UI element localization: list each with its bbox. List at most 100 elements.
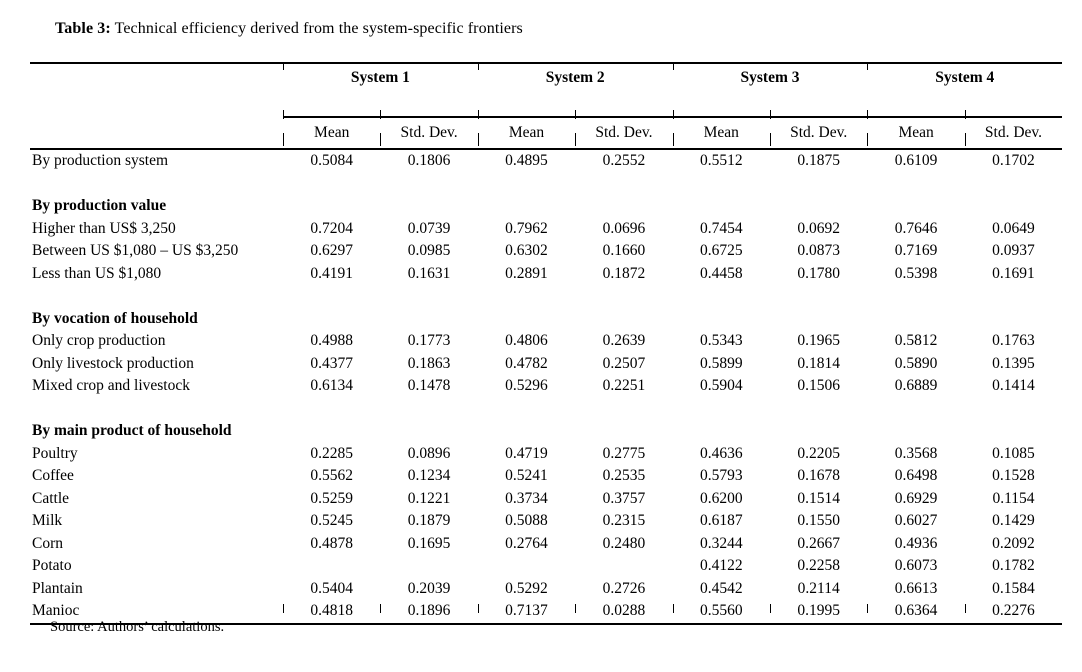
cell-value: 0.1780 <box>797 264 840 282</box>
row-label: Only crop production <box>32 332 166 350</box>
cell-value: 0.4806 <box>505 332 548 350</box>
rule-tick <box>283 604 284 613</box>
cell-value: 0.2251 <box>602 377 646 395</box>
subheader-std-dev: Std. Dev. <box>380 117 478 150</box>
cell-value: 0.2726 <box>602 579 646 597</box>
cell-value: 0.5812 <box>894 332 938 350</box>
cell-value: 0.6109 <box>894 152 938 170</box>
cell-value: 0.2092 <box>992 534 1035 552</box>
cell-value: 0.5245 <box>310 512 353 530</box>
cell-value: 0.1660 <box>602 242 646 260</box>
cell-value: 0.1814 <box>797 354 840 372</box>
table-title: Table 3: Technical efficiency derived fr… <box>55 20 523 38</box>
rule-tick <box>478 604 479 613</box>
cell-value: 0.5241 <box>505 467 548 485</box>
row-label: Higher than US$ 3,250 <box>32 219 176 237</box>
spacer-row <box>30 398 1062 421</box>
cell-value: 0.1221 <box>407 489 451 507</box>
cell-value: 0.1478 <box>407 377 451 395</box>
rule-tick <box>673 604 674 613</box>
cell-value: 0.1631 <box>407 264 451 282</box>
cell-value: 0.2535 <box>602 467 646 485</box>
cell-value: 0.2315 <box>602 512 646 530</box>
cell-value <box>478 555 575 578</box>
cell-value: 0.4122 <box>699 557 743 575</box>
cell-value: 0.1550 <box>797 512 840 530</box>
group-header-row: System 1 System 2 System 3 System 4 <box>30 63 1063 118</box>
cell-value: 0.1395 <box>992 354 1035 372</box>
subheader-std-dev: Std. Dev. <box>769 117 868 150</box>
row-label: Between US $1,080 – US $3,250 <box>32 242 239 260</box>
rule-tick <box>380 604 381 613</box>
cell-value: 0.5899 <box>699 354 743 372</box>
cell-value: 0.4636 <box>699 444 743 462</box>
cell-value: 0.1782 <box>992 557 1035 575</box>
cell-value: 0.7169 <box>894 242 938 260</box>
row-label: Corn <box>32 534 63 552</box>
header-empty-cell <box>30 63 283 117</box>
row-label: By production system <box>32 152 169 170</box>
cell-value: 0.5084 <box>310 152 353 170</box>
cell-value: 0.3734 <box>505 489 548 507</box>
cell-value: 0.1763 <box>992 332 1035 350</box>
group-header-system-1: System 1 <box>283 63 478 118</box>
rule-tick <box>478 133 479 146</box>
cell-value: 0.4191 <box>310 264 353 282</box>
row-label: Only livestock production <box>32 354 194 372</box>
cell-value: 0.7962 <box>505 219 548 237</box>
spacer-cell <box>30 285 1062 308</box>
cell-value: 0.4782 <box>505 354 548 372</box>
table-row: Cattle 0.5259 0.1221 0.3734 0.3757 0.6200 0.15… <box>30 488 1062 511</box>
cell-value: 0.2639 <box>602 332 646 350</box>
cell-value: 0.2667 <box>797 534 840 552</box>
cell-value: 0.0873 <box>797 242 840 260</box>
cell-value: 0.2114 <box>797 579 840 597</box>
table-row: Corn 0.4878 0.1695 0.2764 0.2480 0.3244 0.2667… <box>30 533 1062 556</box>
rule-tick <box>283 62 284 70</box>
cell-value: 0.3244 <box>699 534 743 552</box>
cell-value: 0.2276 <box>992 602 1035 620</box>
row-label: Potato <box>32 557 72 575</box>
cell-value: 0.5562 <box>310 467 353 485</box>
table-row: Milk 0.5245 0.1879 0.5088 0.2315 0.6187 0.1550… <box>30 510 1062 533</box>
cell-value: 0.4936 <box>894 534 938 552</box>
rule-tick <box>380 133 381 146</box>
cell-value: 0.5904 <box>699 377 743 395</box>
cell-value: 0.5793 <box>699 467 743 485</box>
cell-value: 0.0696 <box>602 219 646 237</box>
rule-tick <box>867 62 868 70</box>
cell-value: 0.1691 <box>992 264 1035 282</box>
subheader-std-dev: Std. Dev. <box>575 117 673 150</box>
cell-value: 0.3568 <box>894 444 938 462</box>
cell-value: 0.4542 <box>699 579 743 597</box>
table-row: Manioc 0.4818 0.1896 0.7137 0.0288 0.5560 0.19… <box>30 600 1062 624</box>
table-row: Mixed crop and livestock 0.6134 0.1478 0.52… <box>30 375 1062 398</box>
cell-value: 0.1514 <box>797 489 840 507</box>
section-header-label: By main product of household <box>32 422 232 440</box>
cell-value: 0.5398 <box>894 264 938 282</box>
rule-tick <box>867 604 868 613</box>
group-header-system-3: System 3 <box>672 63 868 118</box>
cell-value: 0.1154 <box>992 489 1035 507</box>
cell-value: 0.4719 <box>505 444 548 462</box>
cell-value: 0.6929 <box>894 489 938 507</box>
cell-value: 0.0288 <box>602 602 646 620</box>
rule-tick <box>965 110 966 119</box>
cell-value: 0.5512 <box>699 152 743 170</box>
spacer-row <box>30 173 1062 196</box>
cell-value: 0.5560 <box>699 602 743 620</box>
subheader-row: Mean Std. Dev. Mean Std. Dev. Mean Std. … <box>30 117 1063 150</box>
cell-value: 0.6200 <box>699 489 743 507</box>
section-header-row: By production value <box>30 195 1062 218</box>
cell-value: 0.2552 <box>602 152 646 170</box>
cell-value: 0.1414 <box>992 377 1035 395</box>
subheader-empty-cell <box>30 117 283 150</box>
rule-tick <box>478 110 479 119</box>
subheader-std-dev: Std. Dev. <box>964 117 1063 150</box>
cell-value: 0.1773 <box>407 332 451 350</box>
row-label: Manioc <box>32 602 80 620</box>
table-row: Plantain 0.5404 0.2039 0.5292 0.2726 0.4542 0.… <box>30 578 1062 601</box>
cell-value: 0.1863 <box>407 354 451 372</box>
rule-tick <box>673 110 674 119</box>
cell-value: 0.6364 <box>894 602 938 620</box>
